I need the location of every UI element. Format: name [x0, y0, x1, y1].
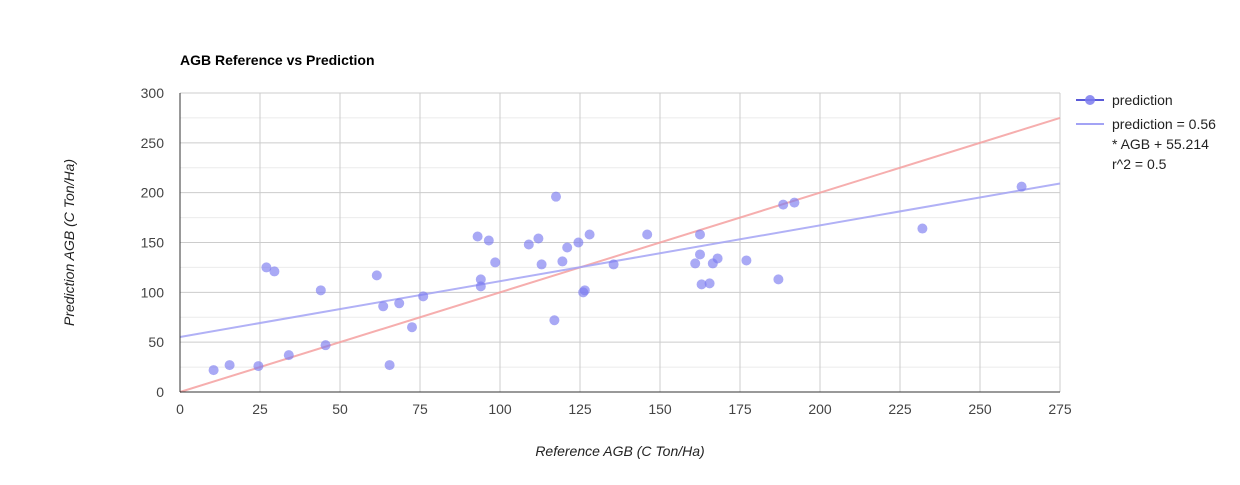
- data-point: [608, 259, 619, 270]
- data-point: [523, 239, 534, 250]
- x-tick-label: 75: [412, 401, 428, 417]
- legend-label-trendline: prediction = 0.56: [1112, 116, 1216, 132]
- y-tick-label: 100: [141, 284, 165, 300]
- axes: 0 50 100 150 200 250 300 0 25 50 75 100 125 150 175 200…: [61, 85, 1072, 459]
- y-tick-label: 300: [141, 85, 165, 101]
- data-point: [536, 259, 547, 270]
- data-point: [584, 229, 595, 240]
- data-point: [551, 191, 561, 202]
- x-tick-label: 250: [968, 401, 992, 417]
- reference-line: [179, 116, 1061, 393]
- y-tick-label: 50: [148, 334, 164, 350]
- x-axis-title: Reference AGB (C Ton/Ha): [535, 443, 704, 459]
- legend-marker-prediction: [1085, 95, 1095, 105]
- data-point: [690, 258, 701, 269]
- data-point: [253, 361, 264, 372]
- legend-label-prediction: prediction: [1112, 92, 1173, 108]
- x-tick-label: 225: [888, 401, 912, 417]
- data-point: [741, 255, 752, 266]
- data-point: [261, 262, 272, 273]
- x-tick-label: 50: [332, 401, 348, 417]
- data-point: [557, 256, 568, 267]
- data-point: [394, 298, 405, 309]
- legend-label-trendline: r^2 = 0.5: [1112, 156, 1167, 172]
- data-point: [418, 291, 429, 302]
- lines: [179, 116, 1061, 393]
- x-tick-label: 125: [568, 401, 592, 417]
- data-point: [475, 281, 486, 292]
- data-point: [283, 350, 294, 361]
- data-point: [712, 253, 723, 264]
- data-point: [695, 249, 705, 260]
- data-point: [407, 322, 417, 333]
- y-tick-label: 150: [141, 235, 165, 251]
- x-tick-label: 175: [728, 401, 752, 417]
- trendline: [179, 182, 1061, 338]
- data-point: [917, 223, 928, 234]
- data-points: [208, 181, 1027, 376]
- data-point: [315, 285, 326, 296]
- data-point: [269, 266, 280, 277]
- x-tick-label: 150: [648, 401, 672, 417]
- y-axis-title: Prediction AGB (C Ton/Ha): [61, 159, 77, 326]
- data-point: [696, 279, 707, 290]
- legend: prediction prediction = 0.56 * AGB + 55.21…: [1076, 92, 1216, 172]
- x-tick-label: 0: [176, 401, 184, 417]
- data-point: [483, 235, 494, 246]
- grid: [180, 92, 1061, 392]
- data-point: [773, 274, 784, 285]
- data-point: [549, 315, 560, 326]
- data-point: [472, 231, 483, 242]
- data-point: [789, 197, 800, 208]
- data-point: [490, 257, 501, 268]
- data-point: [562, 242, 573, 253]
- x-tick-label: 100: [488, 401, 512, 417]
- data-point: [384, 360, 395, 371]
- data-point: [704, 278, 715, 289]
- x-tick-label: 275: [1048, 401, 1072, 417]
- data-point: [778, 199, 789, 210]
- x-tick-label: 200: [808, 401, 832, 417]
- data-point: [695, 229, 705, 240]
- data-point: [573, 237, 584, 248]
- data-point: [378, 301, 389, 312]
- data-point: [642, 229, 653, 240]
- data-point: [208, 365, 219, 376]
- y-tick-label: 200: [141, 185, 165, 201]
- data-point: [320, 340, 331, 351]
- data-point: [475, 274, 486, 285]
- data-point: [371, 270, 382, 281]
- data-point: [533, 233, 544, 244]
- data-point: [1016, 181, 1027, 192]
- data-point: [224, 360, 235, 371]
- x-tick-label: 25: [252, 401, 268, 417]
- chart-title: AGB Reference vs Prediction: [180, 52, 375, 68]
- data-point: [579, 285, 590, 296]
- y-tick-label: 0: [156, 384, 164, 400]
- y-tick-label: 250: [141, 135, 165, 151]
- legend-label-trendline: * AGB + 55.214: [1112, 136, 1209, 152]
